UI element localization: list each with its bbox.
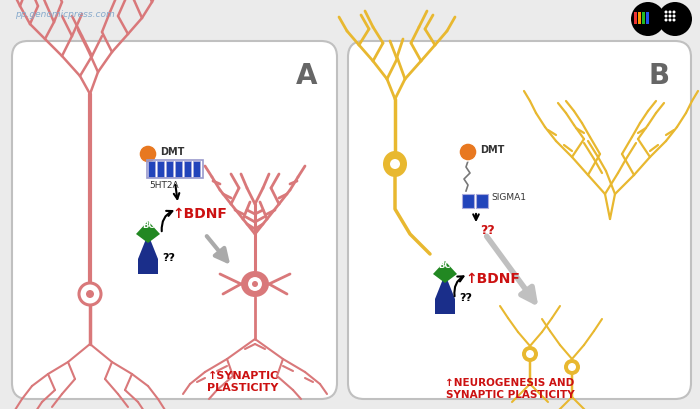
Text: 5HT2A: 5HT2A xyxy=(149,180,178,189)
Text: ??: ?? xyxy=(162,252,175,262)
Circle shape xyxy=(568,363,576,371)
Text: ??: ?? xyxy=(480,223,495,236)
Circle shape xyxy=(664,20,668,22)
Bar xyxy=(157,162,164,178)
Text: ↑BDNF: ↑BDNF xyxy=(465,271,520,285)
Circle shape xyxy=(86,290,94,298)
Bar xyxy=(462,195,474,209)
Polygon shape xyxy=(136,221,160,243)
Text: pp.genomicpress.com: pp.genomicpress.com xyxy=(15,10,115,19)
Polygon shape xyxy=(433,261,457,283)
Bar xyxy=(193,162,200,178)
Bar xyxy=(638,13,641,25)
Text: B: B xyxy=(649,62,670,90)
Bar xyxy=(476,195,488,209)
Circle shape xyxy=(247,276,263,292)
Bar xyxy=(184,162,191,178)
Circle shape xyxy=(664,16,668,18)
FancyBboxPatch shape xyxy=(12,42,337,399)
Circle shape xyxy=(139,146,157,164)
Text: ↑SYNAPTIC
PLASTICITY: ↑SYNAPTIC PLASTICITY xyxy=(207,371,279,392)
Circle shape xyxy=(390,160,400,170)
Bar xyxy=(175,162,182,178)
Circle shape xyxy=(526,350,534,358)
Circle shape xyxy=(252,281,258,287)
Circle shape xyxy=(631,3,665,37)
Bar xyxy=(148,162,155,178)
Text: DMT: DMT xyxy=(480,145,505,155)
Circle shape xyxy=(658,3,692,37)
Circle shape xyxy=(664,11,668,14)
Text: ↑NEUROGENESIS AND
SYNAPTIC PLASTICITY: ↑NEUROGENESIS AND SYNAPTIC PLASTICITY xyxy=(445,378,575,399)
Bar xyxy=(634,13,637,25)
Bar xyxy=(147,161,203,179)
Text: BC: BC xyxy=(439,261,452,270)
Circle shape xyxy=(79,283,101,305)
Text: SIGMA1: SIGMA1 xyxy=(491,193,526,202)
Circle shape xyxy=(668,11,671,14)
Circle shape xyxy=(673,20,675,22)
Bar xyxy=(166,162,173,178)
Ellipse shape xyxy=(241,271,269,297)
Circle shape xyxy=(673,11,675,14)
Bar xyxy=(642,13,645,25)
Text: DMT: DMT xyxy=(160,147,184,157)
Text: ↑BDNF: ↑BDNF xyxy=(172,207,227,220)
Ellipse shape xyxy=(383,152,407,178)
Ellipse shape xyxy=(564,359,580,375)
FancyBboxPatch shape xyxy=(348,42,691,399)
Text: BC: BC xyxy=(142,221,154,230)
Text: ??: ?? xyxy=(459,292,472,302)
Polygon shape xyxy=(138,234,158,274)
Polygon shape xyxy=(435,274,455,314)
Circle shape xyxy=(459,144,477,162)
Circle shape xyxy=(668,16,671,18)
Circle shape xyxy=(668,20,671,22)
Circle shape xyxy=(673,16,675,18)
Text: A: A xyxy=(296,62,318,90)
Ellipse shape xyxy=(522,346,538,362)
Bar xyxy=(646,13,649,25)
